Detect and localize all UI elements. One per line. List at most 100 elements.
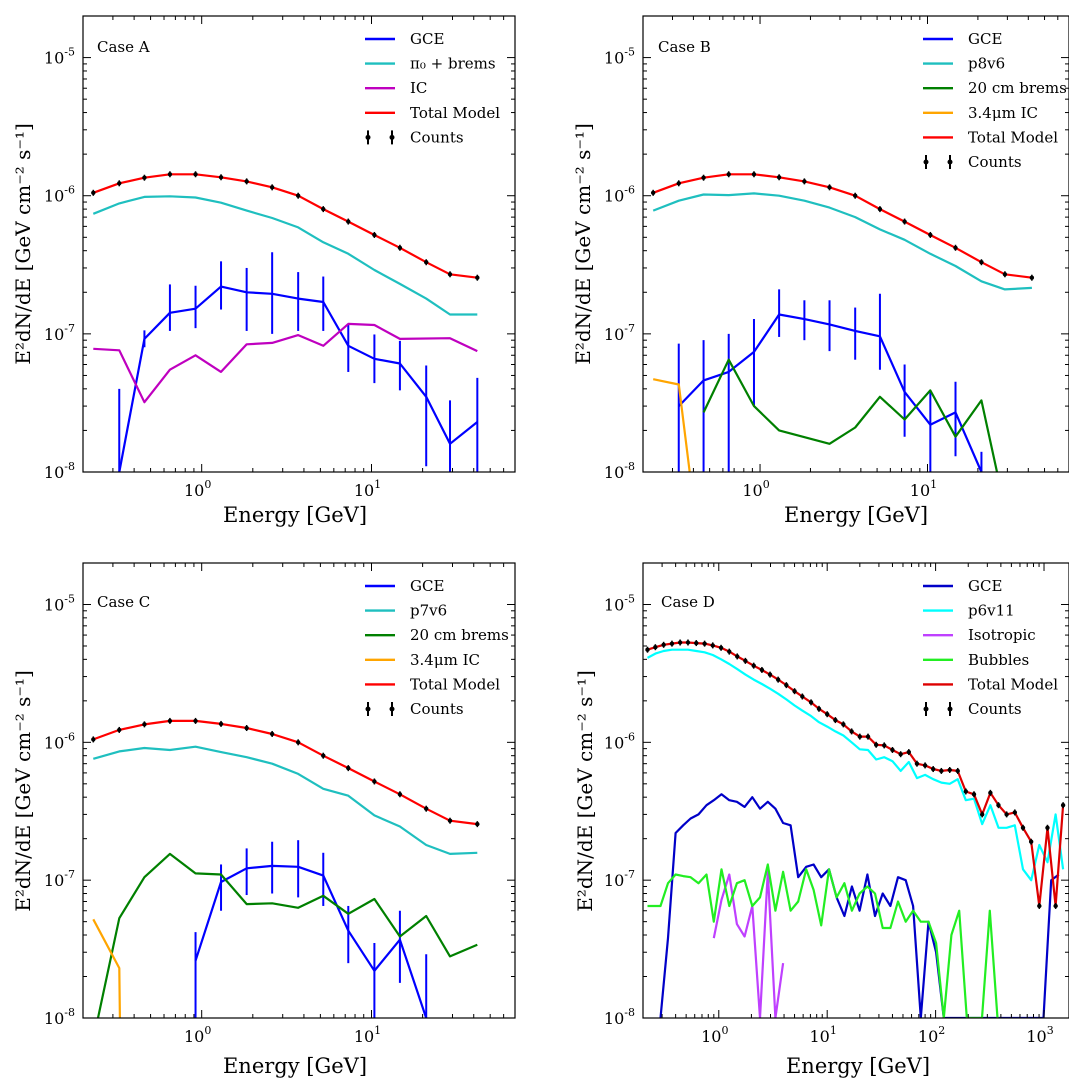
count-point <box>759 667 765 673</box>
series-counts <box>645 639 1066 909</box>
series-20-cm-brems <box>96 852 478 1018</box>
y-tick-label: 10-8 <box>44 1006 75 1028</box>
series-gce <box>677 289 983 472</box>
series-3-4-m-ic-line <box>92 918 121 1018</box>
series-total-model-line <box>652 173 1033 279</box>
y-axis-label: E²dN/dE [GeV cm⁻² s⁻¹] <box>573 670 597 912</box>
legend-entry: π₀ + brems <box>365 55 496 73</box>
axes-frame <box>642 15 1069 473</box>
panel-case-c: Case C Energy [GeV] E²dN/dE [GeV cm⁻² s⁻… <box>11 562 516 1078</box>
x-tick-label: 100 <box>701 1024 728 1046</box>
count-point <box>244 725 249 731</box>
series-gce <box>194 840 428 1018</box>
legend-marker <box>947 159 953 165</box>
series-p8v6-line <box>652 192 1032 291</box>
series-total-model <box>92 173 478 279</box>
series-3-4-m-ic-line <box>652 378 691 472</box>
count-point <box>873 742 879 747</box>
x-axis-label: Energy [GeV] <box>223 503 367 527</box>
count-point <box>902 219 907 224</box>
legend-label: p6v11 <box>968 602 1015 620</box>
series-total-model-line <box>92 719 478 826</box>
legend-label: Bubbles <box>968 651 1029 669</box>
panel-case-label: Case A <box>97 38 150 56</box>
y-tick-label: 10-8 <box>44 460 75 482</box>
series-counts <box>650 171 1035 281</box>
series-p7v6-line <box>92 745 478 856</box>
count-point <box>979 812 985 817</box>
count-point <box>117 181 122 186</box>
count-point <box>784 682 789 688</box>
y-tick-label: 10-7 <box>44 868 75 890</box>
legend-label: Total Model <box>968 128 1058 146</box>
count-point <box>269 185 275 190</box>
count-point <box>751 663 756 668</box>
count-point <box>726 172 731 177</box>
y-tick-label: 10-7 <box>44 322 75 344</box>
legend-entry: GCE <box>365 577 444 595</box>
count-point <box>1029 275 1035 280</box>
count-point <box>906 749 912 755</box>
legend-label: Isotropic <box>968 626 1036 644</box>
legend-label: GCE <box>968 577 1002 595</box>
panel-case-a: Case A Energy [GeV] E²dN/dE [GeV cm⁻² s⁻… <box>11 15 516 527</box>
count-point <box>653 644 658 650</box>
series-total-model <box>647 641 1065 908</box>
series-p6v11 <box>646 648 1065 882</box>
count-point <box>898 752 903 757</box>
count-point <box>694 640 699 646</box>
x-tick-label: 101 <box>354 478 381 500</box>
y-tick-label: 10-5 <box>44 592 75 614</box>
series-gce-line <box>659 793 1060 1018</box>
count-point <box>321 753 326 758</box>
legend-label: GCE <box>410 30 444 48</box>
series-counts <box>91 717 480 828</box>
x-axis-label: Energy [GeV] <box>784 503 928 527</box>
count-point <box>142 175 147 180</box>
series-20-cm-brems-line <box>702 358 999 472</box>
legend-label: 3.4μm IC <box>410 651 480 669</box>
count-point <box>142 722 147 727</box>
y-tick-label: 10-5 <box>604 46 635 68</box>
plot-area <box>91 717 480 1018</box>
count-point <box>295 193 301 198</box>
legend-label: Counts <box>968 153 1022 171</box>
count-point <box>963 789 969 794</box>
count-point <box>475 821 480 827</box>
count-point <box>447 818 453 823</box>
series-gce-line <box>194 864 428 1018</box>
legend-entry: GCE <box>365 30 444 48</box>
count-point <box>1045 825 1050 830</box>
legend-entry: 20 cm brems <box>365 626 509 644</box>
legend-label: p8v6 <box>968 55 1005 73</box>
legend-entry: IC <box>365 79 427 97</box>
count-point <box>882 743 887 748</box>
count-point <box>727 649 732 654</box>
count-point <box>91 190 96 195</box>
series-bubbles-line <box>647 863 999 1018</box>
count-point <box>424 806 429 811</box>
series-gce <box>659 793 1060 1018</box>
series-20-cm-brems <box>702 358 999 472</box>
y-tick-label: 10-8 <box>604 460 635 482</box>
count-point <box>827 185 832 190</box>
legend-label: Counts <box>410 700 464 718</box>
count-point <box>852 193 858 198</box>
count-point <box>710 643 715 648</box>
series-ic-line <box>93 322 478 404</box>
legend-label: π₀ + brems <box>410 55 496 73</box>
count-point <box>1060 802 1066 808</box>
count-point <box>650 190 656 195</box>
count-point <box>295 740 301 745</box>
count-point <box>718 645 724 651</box>
count-point <box>677 640 683 645</box>
legend-label: GCE <box>410 577 444 595</box>
count-point <box>397 792 403 797</box>
y-tick-label: 10-7 <box>604 322 635 344</box>
count-point <box>1053 903 1058 909</box>
y-tick-label: 10-8 <box>604 1006 635 1028</box>
count-point <box>743 658 748 664</box>
legend-entry: Counts <box>365 700 464 718</box>
series-p6v11-line <box>646 648 1065 882</box>
series-brems-line <box>92 195 478 316</box>
